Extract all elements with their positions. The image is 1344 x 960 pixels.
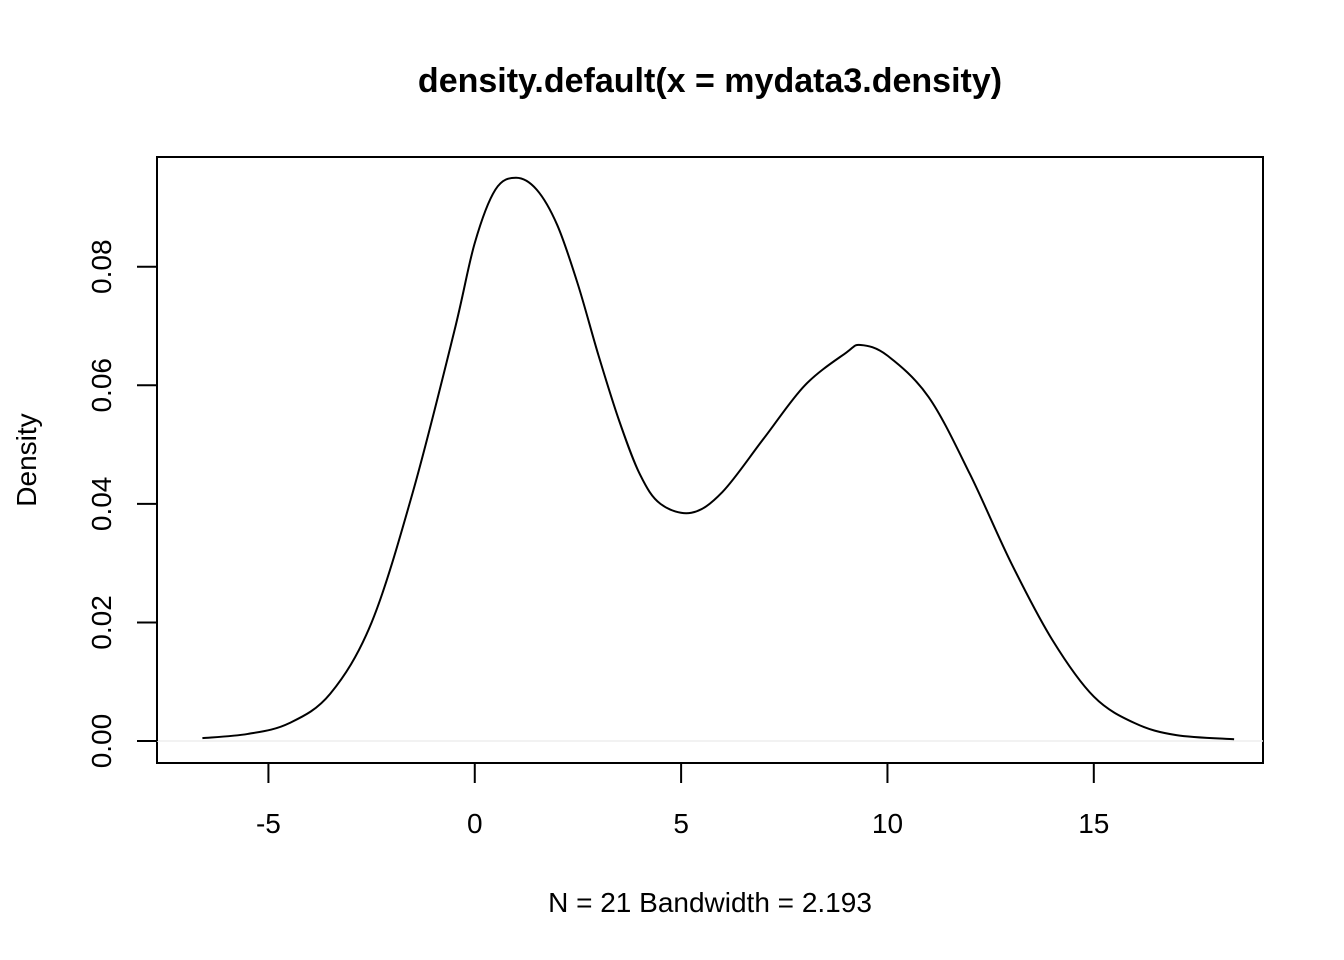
x-tick-label: 5: [673, 808, 689, 839]
x-tick-label: 10: [872, 808, 903, 839]
density-curve: [202, 176, 1235, 741]
y-tick-label: 0.06: [86, 358, 117, 413]
plot-frame: [156, 156, 1264, 764]
y-tick-label: 0.08: [86, 239, 117, 294]
x-tick-label: 0: [467, 808, 483, 839]
y-axis-label: Density: [11, 413, 42, 506]
chart-title: density.default(x = mydata3.density): [418, 62, 1002, 100]
y-tick-label: 0.00: [86, 714, 117, 769]
x-tick-label: 15: [1078, 808, 1109, 839]
x-tick-label: -5: [256, 808, 281, 839]
y-tick-label: 0.02: [86, 595, 117, 650]
x-axis: -5 0 5 10 15: [256, 762, 1109, 839]
y-tick-label: 0.04: [86, 477, 117, 532]
y-axis: 0.00 0.02 0.04 0.06 0.08: [86, 239, 158, 769]
x-axis-label: N = 21 Bandwidth = 2.193: [548, 887, 872, 918]
